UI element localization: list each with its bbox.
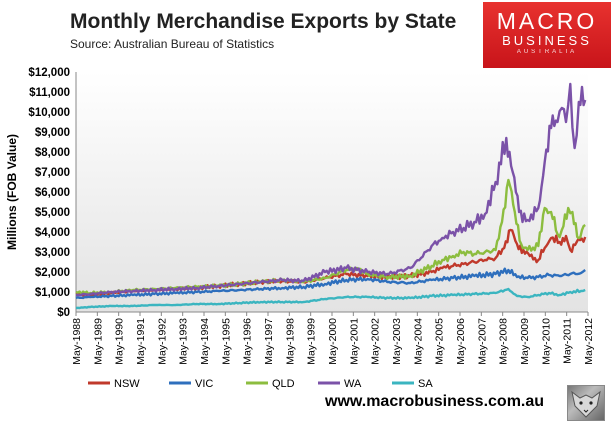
y-tick-label: $9,000	[35, 127, 70, 139]
x-tick-label: May-1992	[156, 318, 168, 365]
legend-label-qld: QLD	[272, 378, 295, 390]
x-tick-label: May-1998	[284, 318, 296, 365]
series-line-sa	[75, 287, 586, 310]
x-tick-label: May-2010	[540, 318, 552, 365]
logo-text-business: BUSINESS	[502, 33, 592, 48]
x-tick-label: May-2000	[327, 318, 339, 365]
chart-title: Monthly Merchandise Exports by State	[70, 10, 457, 33]
x-tick-label: May-1990	[114, 318, 126, 365]
y-tick-label: $8,000	[35, 147, 70, 159]
x-tick-label: May-2007	[476, 318, 488, 365]
x-tick-label: May-2008	[498, 318, 510, 365]
y-axis: $0 $1,000 $2,000 $3,000 $4,000 $5,000 $6,000 $7…	[28, 67, 77, 319]
x-tick-label: May-2003	[391, 318, 403, 365]
y-tick-label: $0	[57, 307, 70, 319]
y-tick-label: $11,000	[29, 87, 70, 99]
logo-text-australia: AUSTRALIA	[516, 49, 578, 55]
x-tick-label: May-2005	[434, 318, 446, 365]
x-tick-label: May-1988	[71, 318, 83, 365]
y-tick-label: $7,000	[35, 167, 70, 179]
x-tick-label: May-1994	[199, 318, 211, 365]
y-tick-label: $1,000	[35, 287, 70, 299]
y-tick-label: $6,000	[35, 187, 70, 199]
legend-label-wa: WA	[344, 378, 362, 390]
legend: NSW VIC QLD WA SA	[88, 378, 433, 390]
wolf-icon	[567, 385, 605, 421]
website-url[interactable]: www.macrobusiness.com.au	[325, 393, 545, 410]
y-tick-label: $3,000	[35, 247, 70, 259]
y-axis-label: Millions (FOB Value)	[5, 134, 19, 250]
y-tick-label: $12,000	[28, 67, 70, 79]
y-tick-label: $2,000	[35, 267, 70, 279]
chart-source: Source: Australian Bureau of Statistics	[70, 37, 275, 51]
x-tick-label: May-2011	[562, 318, 574, 364]
x-tick-label: May-2012	[583, 318, 595, 365]
y-tick-label: $4,000	[35, 227, 70, 239]
x-tick-label: May-1999	[306, 318, 318, 365]
x-tick-label: May-2001	[348, 318, 360, 365]
series-line-vic	[75, 267, 586, 300]
x-tick-label: May-2002	[370, 318, 382, 365]
y-tick-label: $5,000	[35, 207, 70, 219]
x-tick-label: May-1991	[135, 318, 147, 365]
logo-text-macro: MACRO	[496, 8, 598, 34]
legend-label-nsw: NSW	[114, 378, 140, 390]
x-tick-label: May-2004	[412, 318, 424, 365]
series-line-wa	[76, 82, 587, 297]
x-tick-label: May-2006	[455, 318, 467, 365]
x-axis: May-1988 May-1989 May-1990 May-1991 May-1992…	[71, 311, 595, 365]
x-tick-label: May-1995	[220, 318, 232, 365]
macrobusiness-logo: MACRO BUSINESS AUSTRALIA	[483, 2, 611, 68]
x-tick-label: May-1997	[263, 318, 275, 365]
x-tick-label: May-2009	[519, 318, 531, 365]
x-tick-label: May-1989	[92, 318, 104, 365]
legend-label-vic: VIC	[195, 378, 213, 390]
legend-label-sa: SA	[418, 378, 433, 390]
x-tick-label: May-1996	[242, 318, 254, 365]
series-lines	[75, 82, 587, 310]
x-tick-label: May-1993	[178, 318, 190, 365]
y-tick-label: $10,000	[28, 107, 70, 119]
